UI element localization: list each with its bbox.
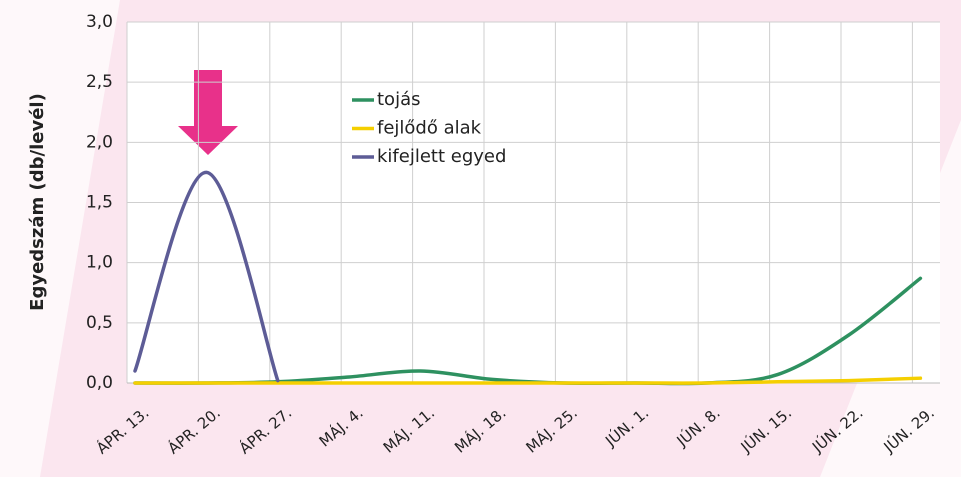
x-tick-label: JÚN. 8. (672, 403, 724, 451)
x-tick-label: MÁJ. 11. (379, 403, 438, 457)
x-tick-label: MÁJ. 18. (450, 403, 509, 457)
y-tick-label: 1,5 (86, 193, 113, 213)
y-axis-title: Egyedszám (db/levél) (27, 93, 48, 311)
x-tick-label: ÁPR. 27. (235, 403, 295, 458)
x-tick-label: JÚN. 1. (601, 403, 653, 451)
legend-label: fejlődő alak (377, 118, 482, 139)
series-line (133, 376, 923, 385)
y-tick-label: 2,5 (86, 72, 113, 92)
x-tick-label: ÁPR. 20. (164, 403, 224, 458)
series-line (133, 170, 280, 383)
x-tick-label: JÚN. 15. (736, 403, 795, 457)
x-tick-label: ÁPR. 13. (92, 403, 152, 458)
y-tick-label: 0,5 (86, 313, 113, 333)
y-tick-label: 2,0 (86, 132, 113, 152)
y-tick-label: 1,0 (86, 253, 113, 273)
legend-label: kifejlett egyed (377, 146, 506, 167)
y-tick-label: 0,0 (86, 373, 113, 393)
arrow (178, 70, 238, 155)
x-tick-label: MÁJ. 25. (522, 403, 581, 457)
legend-label: tojás (377, 89, 420, 110)
x-tick-label: MÁJ. 4. (315, 403, 367, 451)
background-shape (0, 0, 120, 477)
y-tick-label: 3,0 (86, 12, 113, 32)
